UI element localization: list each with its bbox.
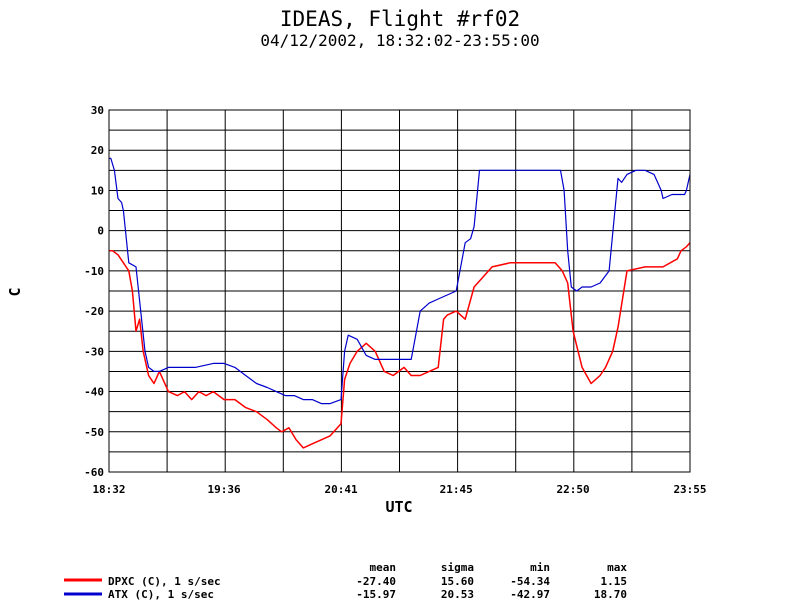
y-tick-label: -40	[84, 386, 104, 399]
legend-label-dpxc: DPXC (C), 1 s/sec	[108, 575, 221, 588]
series-line-atx	[109, 157, 691, 405]
y-tick-label: -20	[84, 305, 104, 318]
stats-header-sigma: sigma	[441, 561, 474, 574]
x-tick-labels: 18:32 19:36 20:41 21:45 22:50 23:55	[92, 483, 706, 496]
stats-header-mean: mean	[370, 561, 397, 574]
series-line-dpxc	[109, 242, 691, 449]
x-axis-label: UTC	[385, 498, 412, 516]
chart-subtitle: 04/12/2002, 18:32:02-23:55:00	[260, 31, 539, 50]
y-tick-label: 0	[97, 225, 104, 238]
y-tick-label: -30	[84, 345, 104, 358]
stats-header-max: max	[607, 561, 627, 574]
stat-atx-sigma: 20.53	[441, 588, 474, 601]
x-tick-label: 22:50	[557, 483, 590, 496]
y-tick-label: 30	[91, 104, 104, 117]
stat-dpxc-sigma: 15.60	[441, 575, 474, 588]
stat-atx-min: -42.97	[510, 588, 550, 601]
stat-dpxc-min: -54.34	[510, 575, 550, 588]
y-tick-label: -60	[84, 466, 104, 479]
legend: mean sigma min max DPXC (C), 1 s/sec -27…	[64, 561, 627, 601]
x-tick-label: 23:55	[673, 483, 706, 496]
series-layer	[109, 157, 691, 449]
y-tick-labels: -60 -50 -40 -30 -20 -10 0 10 20 30	[84, 104, 104, 479]
x-tick-label: 18:32	[92, 483, 125, 496]
y-axis-label: C	[6, 287, 24, 296]
grid	[109, 110, 690, 472]
stat-dpxc-max: 1.15	[601, 575, 628, 588]
y-tick-label: 20	[91, 144, 104, 157]
stats-header-min: min	[530, 561, 550, 574]
legend-label-atx: ATX (C), 1 s/sec	[108, 588, 214, 601]
x-tick-label: 19:36	[208, 483, 241, 496]
stat-atx-mean: -15.97	[356, 588, 396, 601]
stat-dpxc-mean: -27.40	[356, 575, 396, 588]
x-tick-label: 20:41	[324, 483, 357, 496]
y-tick-label: -10	[84, 265, 104, 278]
y-tick-label: -50	[84, 426, 104, 439]
chart-title: IDEAS, Flight #rf02	[280, 7, 520, 31]
plot-frame	[108, 109, 691, 473]
x-tick-label: 21:45	[440, 483, 473, 496]
stat-atx-max: 18.70	[594, 588, 627, 601]
y-tick-label: 10	[91, 184, 104, 197]
